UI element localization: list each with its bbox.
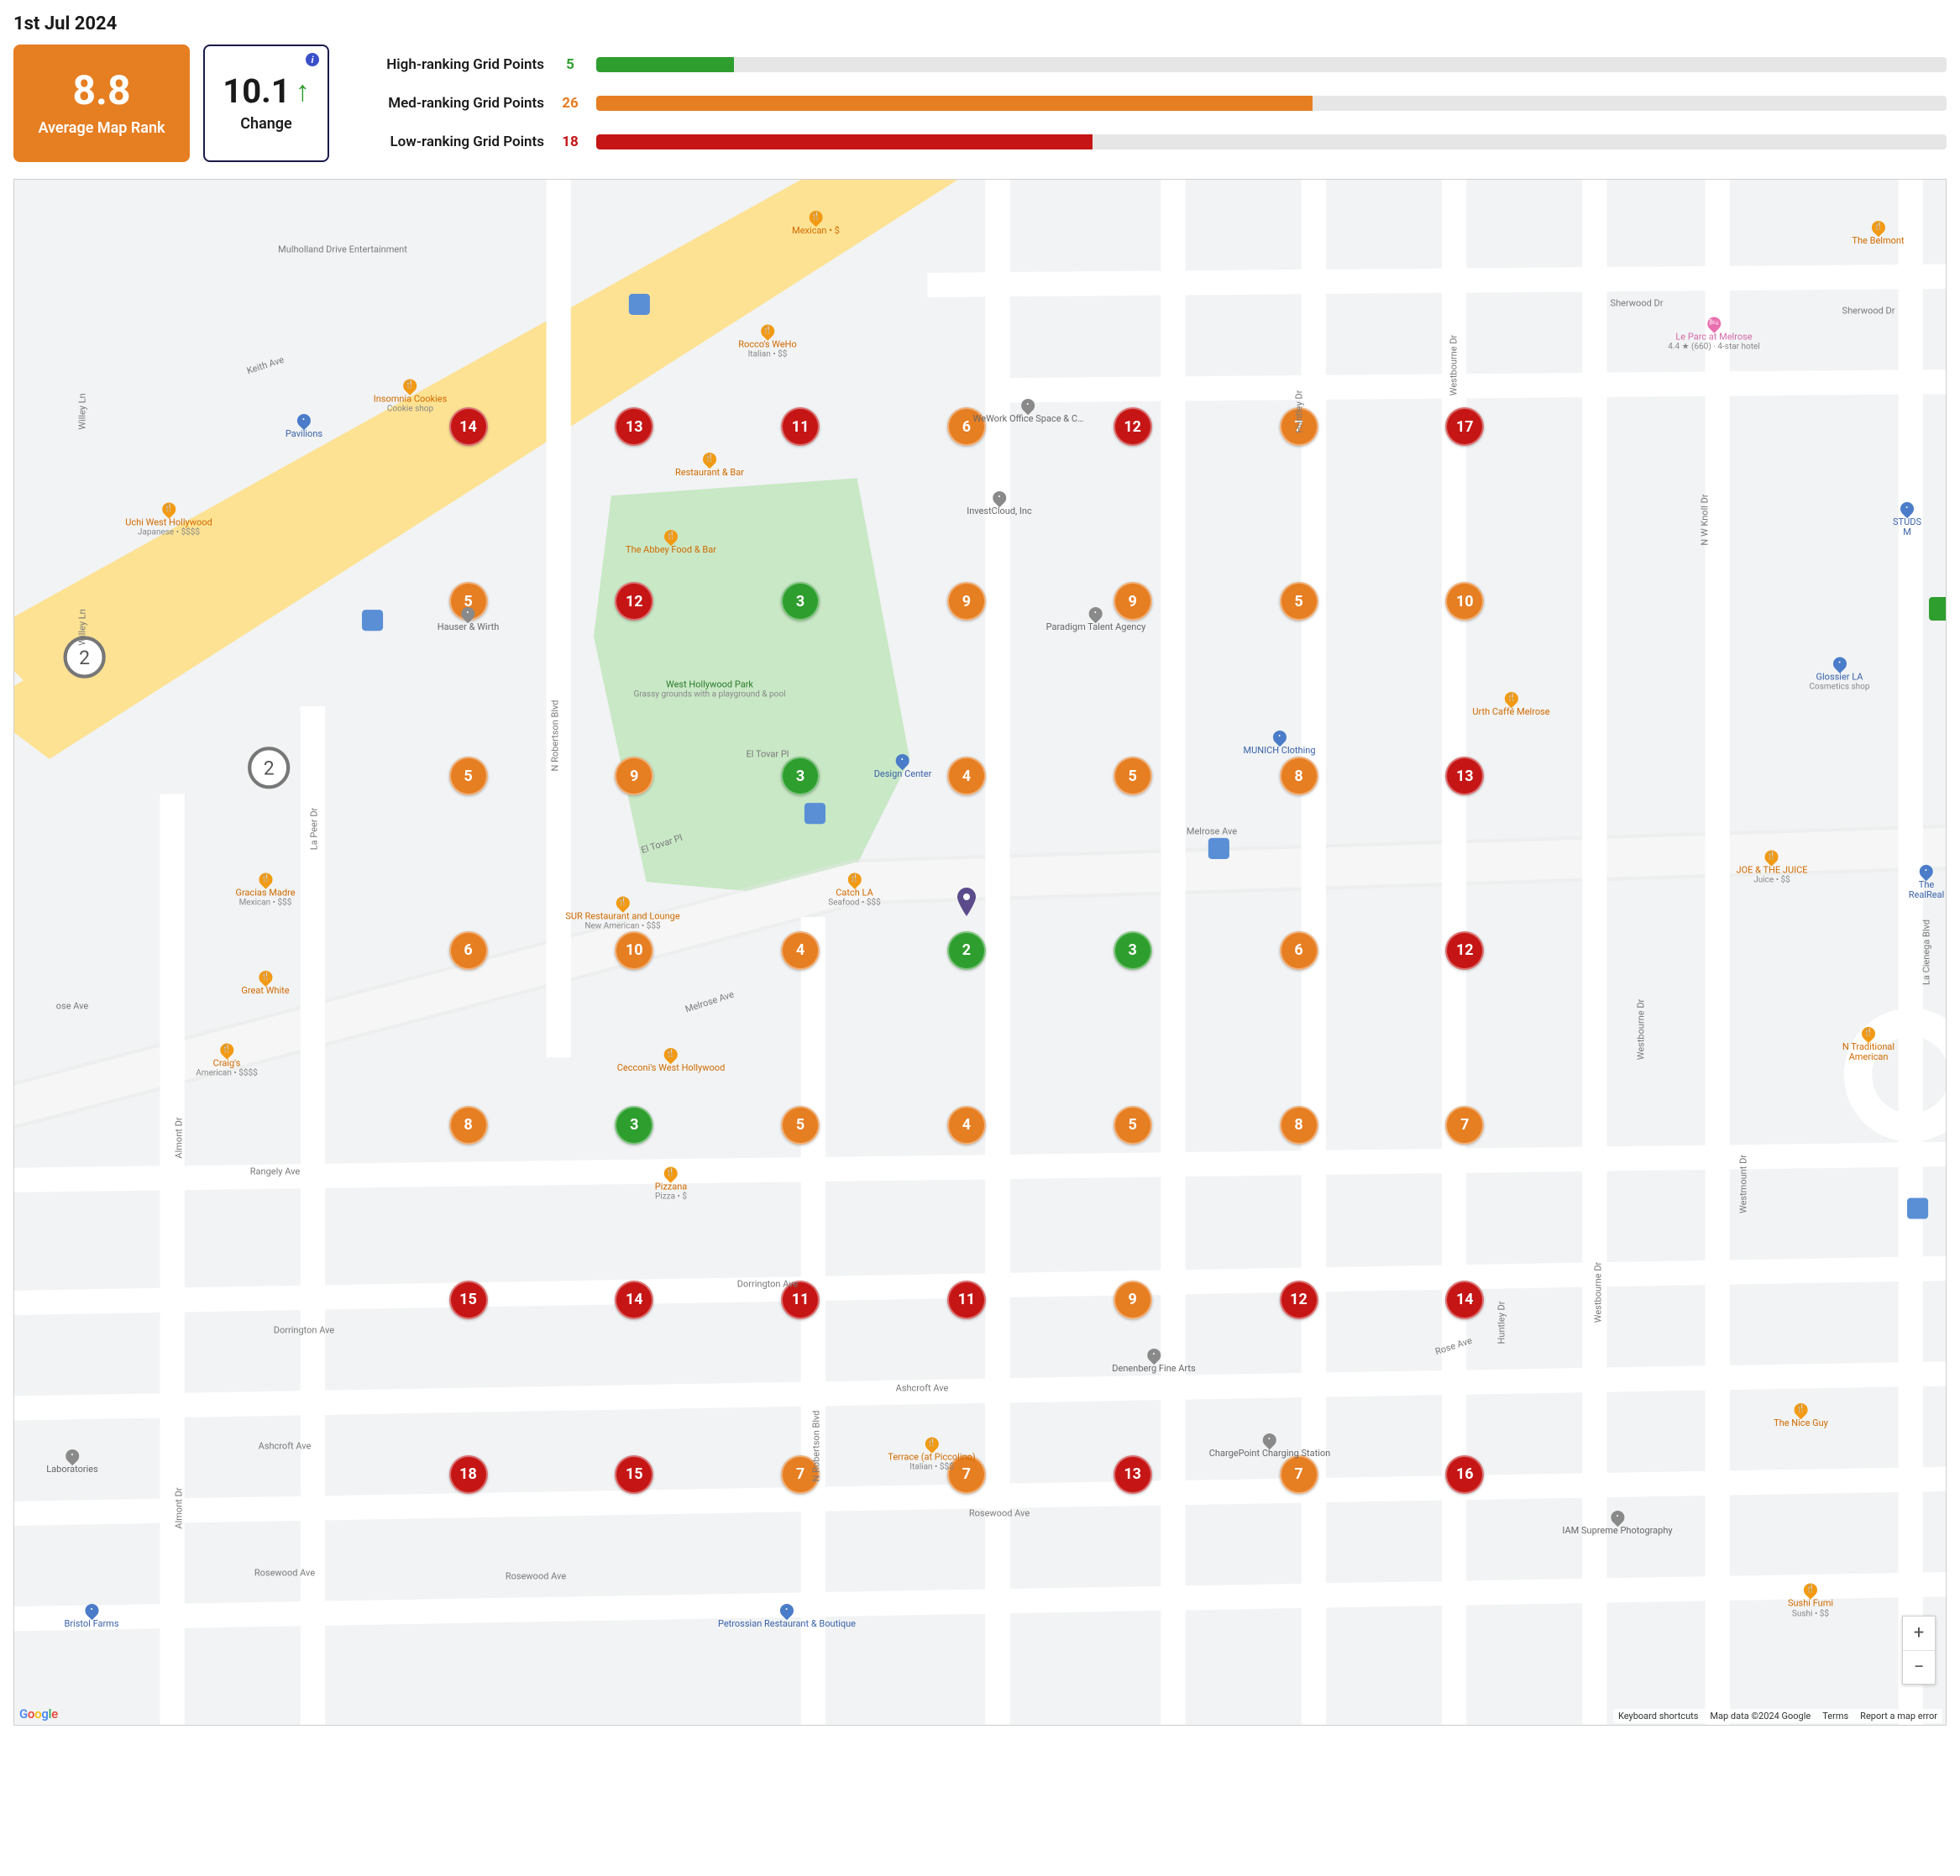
rank-point[interactable]: 7 xyxy=(947,1455,986,1494)
keyboard-shortcuts-link[interactable]: Keyboard shortcuts xyxy=(1618,1711,1698,1721)
rank-point[interactable]: 8 xyxy=(1280,1106,1318,1145)
zoom-out-button[interactable]: − xyxy=(1903,1650,1935,1684)
rank-point[interactable]: 2 xyxy=(947,931,986,970)
rank-point[interactable]: 18 xyxy=(449,1455,488,1494)
google-logo: Google xyxy=(19,1706,58,1721)
bar-fill xyxy=(596,57,734,72)
rank-point[interactable]: 8 xyxy=(449,1106,488,1145)
rank-point[interactable]: 13 xyxy=(1445,757,1484,795)
rank-point[interactable]: 5 xyxy=(1280,582,1318,621)
rank-point[interactable]: 5 xyxy=(1114,1106,1152,1145)
avg-rank-label: Average Map Rank xyxy=(38,119,165,137)
rank-point[interactable]: 3 xyxy=(781,582,820,621)
report-date: 1st Jul 2024 xyxy=(13,13,1947,34)
map-data-label: Map data ©2024 Google xyxy=(1710,1711,1811,1721)
trend-up-icon: ↑ xyxy=(296,77,310,106)
rank-point[interactable]: 13 xyxy=(1114,1455,1152,1494)
rank-point[interactable]: 7 xyxy=(1445,1106,1484,1145)
rank-point[interactable]: 5 xyxy=(781,1106,820,1145)
rank-point[interactable]: 15 xyxy=(615,1455,653,1494)
rank-point[interactable]: 4 xyxy=(947,757,986,795)
rank-point[interactable]: 14 xyxy=(1445,1281,1484,1319)
rank-point[interactable]: 8 xyxy=(1280,757,1318,795)
bar-label: Low-ranking Grid Points xyxy=(343,134,544,150)
rank-point[interactable]: 3 xyxy=(615,1106,653,1145)
map-attribution: Keyboard shortcuts Map data ©2024 Google… xyxy=(1613,1709,1942,1723)
rank-point[interactable]: 7 xyxy=(1280,407,1318,446)
bar-label: High-ranking Grid Points xyxy=(343,56,544,73)
rank-point[interactable]: 5 xyxy=(1114,757,1152,795)
rank-point[interactable]: 6 xyxy=(1280,931,1318,970)
rank-point[interactable]: 9 xyxy=(615,757,653,795)
rank-point[interactable]: 12 xyxy=(1280,1281,1318,1319)
rank-point[interactable]: 14 xyxy=(615,1281,653,1319)
rank-point[interactable]: 7 xyxy=(1280,1455,1318,1494)
map-edge-flag xyxy=(1929,597,1946,621)
svg-text:2: 2 xyxy=(79,647,90,669)
rank-point[interactable]: 5 xyxy=(449,757,488,795)
map-container[interactable]: 2 2 + − Google Keyboard shortcuts Map da… xyxy=(13,179,1947,1726)
rank-point[interactable]: 4 xyxy=(781,931,820,970)
rank-point[interactable]: 17 xyxy=(1445,407,1484,446)
rank-point[interactable]: 9 xyxy=(947,582,986,621)
terms-link[interactable]: Terms xyxy=(1822,1711,1848,1721)
bar-track xyxy=(596,57,1947,72)
rank-point[interactable]: 3 xyxy=(781,757,820,795)
rank-point[interactable]: 6 xyxy=(449,931,488,970)
change-card: i 10.1 ↑ Change xyxy=(203,45,329,162)
bar-fill xyxy=(596,134,1093,149)
grid-points-bar: Low-ranking Grid Points 18 xyxy=(343,134,1947,150)
rank-point[interactable]: 14 xyxy=(449,407,488,446)
rank-point[interactable]: 6 xyxy=(947,407,986,446)
scorecards-row: 8.8 Average Map Rank i 10.1 ↑ Change Hig… xyxy=(13,45,1947,162)
rank-point[interactable]: 15 xyxy=(449,1281,488,1319)
bar-track xyxy=(596,134,1947,149)
rank-point[interactable]: 7 xyxy=(781,1455,820,1494)
bar-count: 18 xyxy=(556,134,584,150)
change-label: Change xyxy=(240,115,291,133)
rank-point[interactable]: 11 xyxy=(947,1281,986,1319)
rank-point[interactable]: 16 xyxy=(1445,1455,1484,1494)
center-location-pin xyxy=(956,888,977,916)
rank-point[interactable]: 12 xyxy=(615,582,653,621)
bar-count: 5 xyxy=(556,56,584,73)
bar-label: Med-ranking Grid Points xyxy=(343,95,544,112)
rank-point[interactable]: 5 xyxy=(449,582,488,621)
rank-point[interactable]: 4 xyxy=(947,1106,986,1145)
bar-count: 26 xyxy=(556,95,584,112)
grid-points-bar: High-ranking Grid Points 5 xyxy=(343,56,1947,73)
grid-point-bars: High-ranking Grid Points 5 Med-ranking Gri… xyxy=(343,45,1947,162)
avg-rank-value: 8.8 xyxy=(73,71,131,111)
rank-point[interactable]: 10 xyxy=(1445,582,1484,621)
rank-point[interactable]: 3 xyxy=(1114,931,1152,970)
grid-points-bar: Med-ranking Grid Points 26 xyxy=(343,95,1947,112)
rank-point[interactable]: 12 xyxy=(1114,407,1152,446)
rank-point[interactable]: 9 xyxy=(1114,582,1152,621)
rank-point[interactable]: 11 xyxy=(781,407,820,446)
rank-point[interactable]: 13 xyxy=(615,407,653,446)
rank-point[interactable]: 11 xyxy=(781,1281,820,1319)
report-error-link[interactable]: Report a map error xyxy=(1860,1711,1937,1721)
rank-point[interactable]: 9 xyxy=(1114,1281,1152,1319)
avg-rank-card: 8.8 Average Map Rank xyxy=(13,45,190,162)
rank-point[interactable]: 12 xyxy=(1445,931,1484,970)
info-icon[interactable]: i xyxy=(306,53,319,66)
bar-fill xyxy=(596,96,1313,111)
zoom-in-button[interactable]: + xyxy=(1903,1617,1935,1650)
rank-point[interactable]: 10 xyxy=(615,931,653,970)
bar-track xyxy=(596,96,1947,111)
svg-text:2: 2 xyxy=(264,757,275,780)
zoom-control: + − xyxy=(1902,1616,1936,1685)
change-value: 10.1 xyxy=(223,75,290,108)
